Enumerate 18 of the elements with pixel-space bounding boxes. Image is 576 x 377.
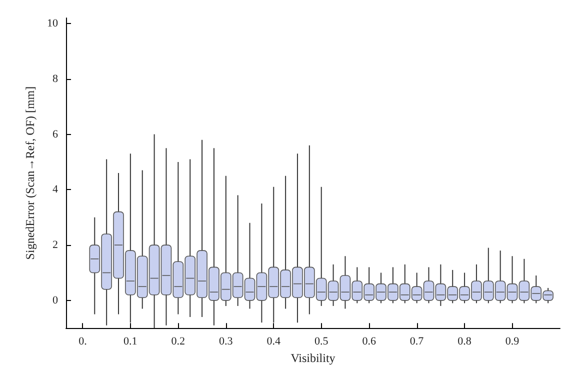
y-tick-label: 0 [52,294,58,306]
y-tick-label: 4 [52,184,58,196]
y-axis-title: SignedError (Scan→Ref, OF) [mm] [23,86,38,260]
x-tick-label: 0. [78,336,88,348]
x-tick-label: 0.9 [505,336,520,348]
x-tick-label: 0.5 [314,336,329,348]
x-tick-label: 0.1 [124,336,138,348]
y-tick-label: 8 [52,72,58,85]
x-tick-label: 0.4 [266,336,281,348]
x-tick-label: 0.7 [410,336,424,348]
y-tick-label: 10 [47,18,58,30]
y-tick-label: 2 [52,239,58,252]
y-tick-label: 6 [52,128,58,140]
x-tick-label: 0.3 [219,336,234,348]
x-tick-label: 0.2 [171,336,186,348]
x-axis-title: Visibility [290,351,336,365]
x-tick-label: 0.8 [458,336,472,348]
x-tick-label: 0.6 [362,336,376,348]
